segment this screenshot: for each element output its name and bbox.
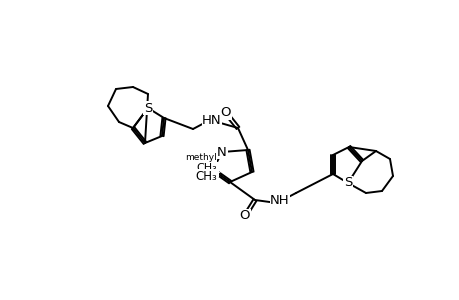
Text: CH₃: CH₃ <box>196 163 217 173</box>
Text: methyl: methyl <box>191 163 225 173</box>
Text: N: N <box>217 146 226 158</box>
Text: S: S <box>144 101 152 115</box>
Text: CH₃: CH₃ <box>195 170 216 183</box>
Text: methyl: methyl <box>185 154 216 163</box>
Text: N: N <box>207 164 218 176</box>
Text: O: O <box>220 106 231 119</box>
Text: S: S <box>343 176 352 190</box>
Text: NH: NH <box>269 194 289 208</box>
Text: O: O <box>239 209 250 223</box>
Text: methyl: methyl <box>185 152 214 161</box>
Text: HN: HN <box>202 113 221 127</box>
